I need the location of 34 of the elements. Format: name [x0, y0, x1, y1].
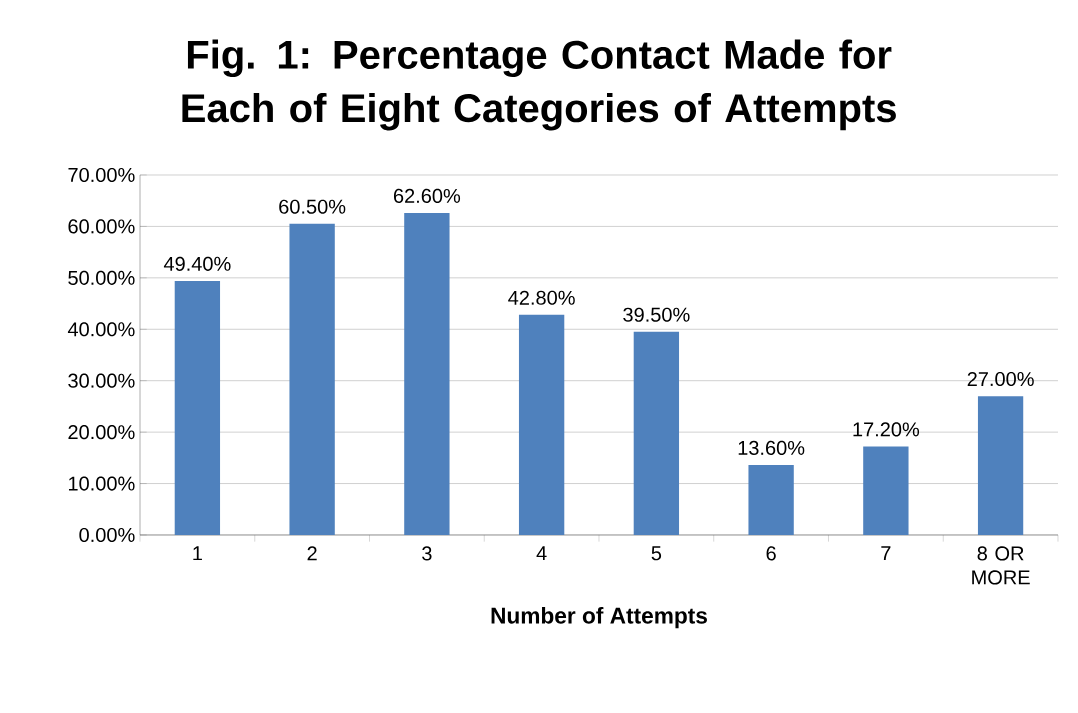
- bar: [748, 465, 794, 535]
- x-tick-label: 7: [881, 546, 891, 561]
- y-tick-label: 10.00%: [68, 476, 135, 491]
- bar: [977, 396, 1024, 535]
- y-tick-label: 40.00%: [67, 322, 135, 337]
- x-tick-label: 3: [422, 546, 432, 561]
- y-tick-label: 50.00%: [68, 270, 135, 285]
- y-tick-label: 0.00%: [79, 527, 135, 543]
- x-axis-title: Number of Attempts: [491, 607, 707, 629]
- x-tick-label: 8 OR MORE: [972, 546, 1030, 585]
- data-label: 60.50%: [279, 199, 346, 214]
- bar: [174, 280, 221, 535]
- data-label: 42.80%: [508, 290, 575, 305]
- bar: [404, 213, 450, 535]
- x-tick-label: 6: [766, 546, 776, 561]
- data-label: 49.40%: [163, 256, 231, 271]
- bar: [633, 331, 680, 535]
- chart-title: Fig. 1: Percentage Contact Made for Each of Eight Categories of Attempts: [182, 39, 896, 131]
- x-tick-label: 2: [307, 546, 317, 561]
- data-label: 17.20%: [853, 422, 920, 437]
- bar: [289, 223, 335, 535]
- x-tick-label: 1: [193, 546, 202, 561]
- data-label: 39.50%: [623, 307, 690, 322]
- x-tick-label: 4: [536, 546, 547, 561]
- bar: [518, 314, 565, 535]
- y-tick-label: 30.00%: [68, 373, 135, 388]
- data-label: 27.00%: [967, 371, 1034, 387]
- y-tick-label: 20.00%: [68, 425, 135, 440]
- y-tick-label: 70.00%: [68, 167, 135, 183]
- data-label: 62.60%: [393, 188, 461, 203]
- y-tick-label: 60.00%: [68, 219, 135, 234]
- bar: [863, 446, 909, 535]
- x-tick-label: 5: [651, 546, 662, 561]
- data-label: 13.60%: [738, 440, 805, 455]
